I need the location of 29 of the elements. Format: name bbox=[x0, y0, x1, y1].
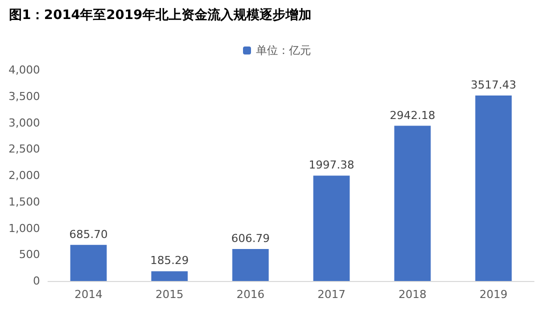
bar bbox=[232, 248, 269, 281]
chart-title: 图1：2014年至2019年北上资金流入规模逐步增加 bbox=[9, 7, 312, 23]
x-tick-label: 2018 bbox=[398, 288, 426, 301]
data-label: 185.29 bbox=[150, 254, 189, 268]
bar bbox=[394, 126, 431, 281]
data-label: 2942.18 bbox=[390, 108, 436, 122]
y-tick-label: 2,500 bbox=[8, 142, 40, 156]
x-tick-label: 2016 bbox=[236, 288, 264, 301]
x-tick-label: 2015 bbox=[156, 288, 184, 301]
bar bbox=[313, 176, 350, 281]
bar bbox=[151, 271, 188, 281]
y-tick-label: 4,000 bbox=[8, 64, 40, 76]
x-tick-label: 2019 bbox=[480, 288, 508, 301]
legend-label: 单位：亿元 bbox=[256, 44, 311, 57]
data-label: 3517.43 bbox=[470, 78, 516, 92]
y-tick-label: 3,500 bbox=[8, 90, 40, 103]
y-tick-label: 1,000 bbox=[8, 222, 40, 235]
data-label: 1997.38 bbox=[308, 158, 354, 172]
y-tick-label: 2,000 bbox=[8, 169, 40, 182]
bar bbox=[475, 95, 512, 281]
x-tick-label: 2014 bbox=[74, 288, 102, 301]
x-tick-label: 2017 bbox=[318, 288, 346, 301]
y-tick-label: 0 bbox=[33, 274, 40, 288]
bar bbox=[70, 244, 107, 281]
y-tick-label: 1,500 bbox=[8, 195, 40, 208]
data-label: 685.70 bbox=[69, 228, 108, 241]
data-label: 606.79 bbox=[231, 232, 270, 245]
y-tick-label: 500 bbox=[19, 248, 40, 262]
y-tick-label: 3,000 bbox=[8, 116, 40, 130]
